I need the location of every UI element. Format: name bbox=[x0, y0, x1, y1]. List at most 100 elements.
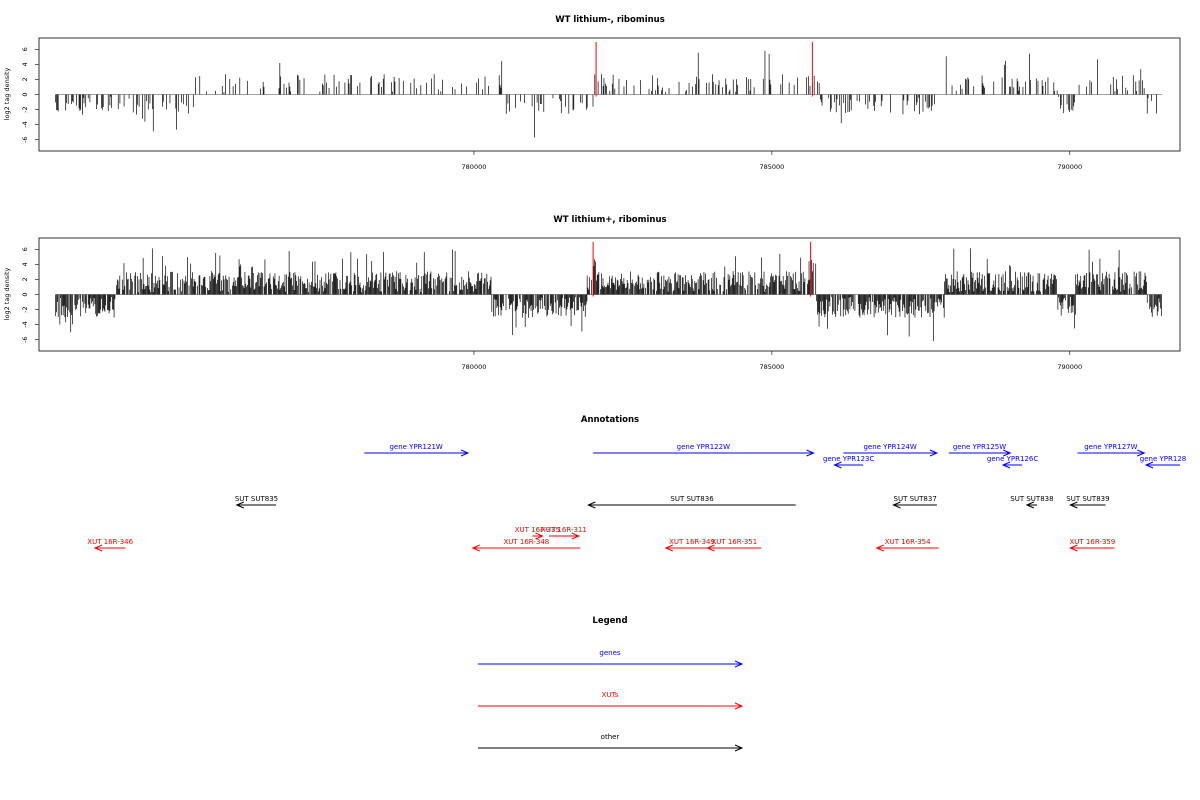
track-title: WT lithium+, ribominus bbox=[553, 215, 666, 225]
arrowhead-icon bbox=[806, 449, 815, 457]
x-tick-label: 790000 bbox=[1057, 363, 1082, 371]
arrowhead-icon bbox=[734, 660, 744, 668]
annotation-feature: SUT SUT836 bbox=[587, 495, 796, 509]
legend-label: XUTs bbox=[602, 691, 619, 699]
x-tick-label: 785000 bbox=[759, 163, 784, 171]
arrowhead-icon bbox=[1002, 449, 1012, 457]
feature-label: gene YPR123C bbox=[823, 455, 874, 463]
legend: Legend genes XUTs other bbox=[478, 616, 744, 752]
y-tick-label: 0 bbox=[21, 92, 29, 96]
y-tick-label: -4 bbox=[21, 321, 29, 327]
y-tick-label: -2 bbox=[21, 306, 29, 312]
annotation-feature: gene YPR121W bbox=[364, 443, 470, 457]
annotation-feature: SUT SUT837 bbox=[892, 495, 937, 509]
feature-label: SUT SUT835 bbox=[235, 495, 278, 503]
annotation-feature: XUT 16R-351 bbox=[706, 538, 762, 552]
legend-entry: XUTs bbox=[478, 691, 744, 710]
feature-label: XUT 16R-351 bbox=[711, 538, 757, 546]
arrowhead-icon bbox=[460, 449, 470, 457]
y-tick-label: 2 bbox=[21, 77, 29, 81]
arrowhead-icon bbox=[1025, 501, 1035, 509]
arrowhead-icon bbox=[535, 532, 544, 540]
feature-label: SUT SUT839 bbox=[1066, 495, 1109, 503]
x-tick-label: 780000 bbox=[462, 163, 487, 171]
arrowhead-icon bbox=[892, 501, 901, 509]
annotation-feature: SUT SUT839 bbox=[1066, 495, 1110, 509]
x-tick-label: 785000 bbox=[759, 363, 784, 371]
annotation-feature: XUT 16R-359 bbox=[1069, 538, 1116, 552]
feature-label: SUT SUT836 bbox=[670, 495, 714, 503]
feature-label: XUT 16R-349 bbox=[669, 538, 715, 546]
arrowhead-icon bbox=[587, 501, 596, 509]
track-axes: -6 -4 -2 0 2 4 6 780000 785000 790000 bbox=[21, 47, 1082, 171]
feature-label: gene YPR126C bbox=[987, 455, 1038, 463]
annotation-feature: gene YPR125W bbox=[948, 443, 1012, 457]
track-panel-lithium-plus: WT lithium+, ribominus -6 -4 -2 0 2 4 6 780000 7… bbox=[3, 215, 1181, 371]
feature-label: gene YPR128 bbox=[1140, 455, 1186, 463]
y-tick-label: -2 bbox=[21, 106, 29, 112]
arrowhead-icon bbox=[833, 461, 842, 469]
annotation-feature: XUT 16R-354 bbox=[875, 538, 939, 552]
track-bars bbox=[55, 242, 1163, 342]
track-panel-lithium-minus: WT lithium-, ribominus -6 -4 -2 0 2 4 6 780000 7… bbox=[3, 15, 1181, 171]
arrowhead-icon bbox=[664, 544, 674, 552]
y-tick-label: 2 bbox=[21, 277, 29, 281]
y-tick-label: -6 bbox=[21, 136, 29, 142]
feature-label: gene YPR125W bbox=[953, 443, 1006, 451]
annotation-feature: XUT 16R-346 bbox=[87, 538, 134, 552]
feature-label: SUT SUT838 bbox=[1010, 495, 1053, 503]
feature-label: XUT 16R-311 bbox=[541, 526, 587, 534]
annotation-feature: gene YPR122W bbox=[593, 443, 815, 457]
arrowhead-icon bbox=[706, 544, 715, 552]
arrowhead-icon bbox=[929, 449, 939, 457]
arrowhead-icon bbox=[93, 544, 103, 552]
arrowhead-icon bbox=[235, 501, 245, 509]
legend-entry: other bbox=[478, 733, 744, 752]
y-axis-label: log2 tag density bbox=[3, 68, 11, 121]
arrowhead-icon bbox=[571, 532, 581, 540]
legend-entry: genes bbox=[478, 649, 744, 668]
feature-label: XUT 16R-346 bbox=[87, 538, 133, 546]
annotation-feature: XUT 16F-335 bbox=[515, 526, 560, 540]
annotation-feature: XUT 16R-348 bbox=[471, 538, 581, 552]
y-tick-label: 6 bbox=[21, 247, 29, 251]
x-tick-label: 790000 bbox=[1057, 163, 1082, 171]
legend-title: Legend bbox=[592, 616, 627, 626]
y-tick-label: -6 bbox=[21, 336, 29, 342]
y-tick-label: 4 bbox=[21, 62, 29, 66]
annotation-feature: gene YPR128 bbox=[1140, 455, 1186, 469]
legend-entries: genes XUTs other bbox=[478, 649, 744, 752]
arrowhead-icon bbox=[734, 702, 744, 710]
legend-label: other bbox=[601, 733, 620, 741]
arrowhead-icon bbox=[1144, 461, 1154, 469]
arrowhead-icon bbox=[1001, 461, 1011, 469]
track-title: WT lithium-, ribominus bbox=[555, 15, 665, 25]
feature-label: SUT SUT837 bbox=[894, 495, 937, 503]
annotations-track: Annotations gene YPR121W gene YPR122W gene… bbox=[87, 415, 1186, 552]
annotation-feature: SUT SUT838 bbox=[1010, 495, 1054, 509]
feature-label: gene YPR124W bbox=[863, 443, 916, 451]
feature-label: XUT 16R-348 bbox=[503, 538, 549, 546]
arrowhead-icon bbox=[875, 544, 884, 552]
arrowhead-icon bbox=[471, 544, 480, 552]
y-axis-label: log2 tag density bbox=[3, 268, 11, 321]
arrowhead-icon bbox=[1069, 501, 1078, 509]
annotation-feature: gene YPR123C bbox=[823, 455, 874, 469]
arrowhead-icon bbox=[1137, 449, 1146, 457]
annotation-feature: gene YPR126C bbox=[987, 455, 1038, 469]
annotation-feature: gene YPR124W bbox=[843, 443, 939, 457]
feature-label: gene YPR122W bbox=[677, 443, 730, 451]
track-axes: -6 -4 -2 0 2 4 6 780000 785000 790000 bbox=[21, 247, 1082, 371]
annotation-feature: SUT SUT835 bbox=[235, 495, 278, 509]
y-tick-label: 6 bbox=[21, 47, 29, 51]
legend-label: genes bbox=[599, 649, 620, 657]
y-tick-label: 4 bbox=[21, 262, 29, 266]
feature-label: XUT 16R-354 bbox=[885, 538, 931, 546]
y-tick-label: -4 bbox=[21, 121, 29, 127]
track-bars bbox=[55, 42, 1163, 138]
feature-label: XUT 16R-359 bbox=[1070, 538, 1116, 546]
x-tick-label: 780000 bbox=[462, 363, 487, 371]
y-tick-label: 0 bbox=[21, 292, 29, 296]
annotation-feature: XUT 16R-311 bbox=[541, 526, 587, 540]
